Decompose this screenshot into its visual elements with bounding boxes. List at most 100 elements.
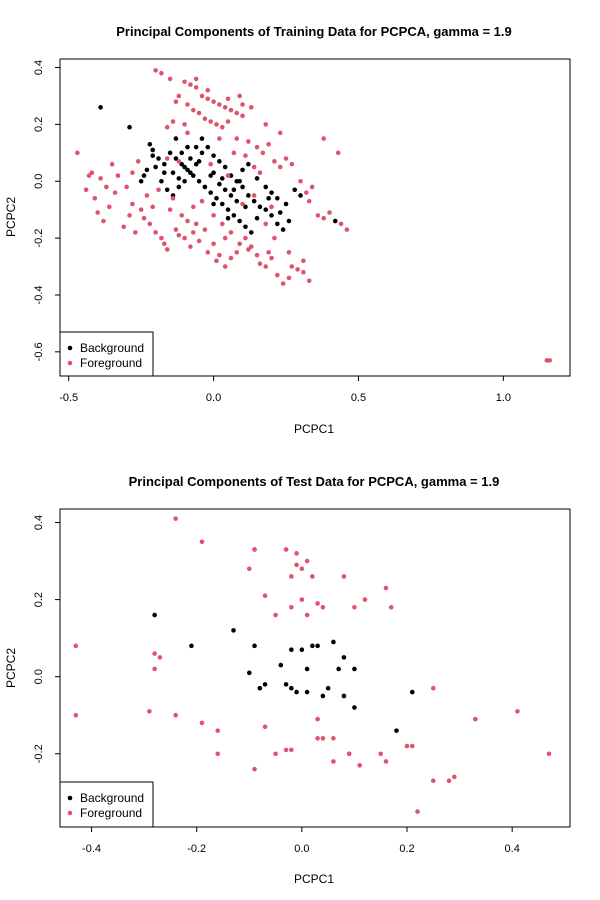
point-foreground — [112, 190, 118, 195]
point-background — [352, 705, 357, 710]
point-foreground — [315, 213, 321, 218]
point-foreground — [237, 93, 242, 99]
point-foreground — [150, 204, 156, 210]
x-tick-label: -0.2 — [187, 843, 206, 855]
point-background — [231, 628, 236, 633]
point-foreground — [251, 193, 257, 198]
point-foreground — [188, 82, 193, 87]
point-foreground — [234, 110, 240, 116]
y-tick-label: -0.6 — [33, 342, 45, 361]
point-foreground — [214, 258, 219, 264]
axis-ticks: -0.5 0.0 0.5 1.0 -0.6 -0.4 -0.2 0.0 0.2 0.4 — [33, 60, 511, 404]
point-foreground — [225, 173, 231, 178]
point-foreground — [193, 76, 199, 82]
point-foreground — [283, 747, 289, 753]
point-background — [237, 178, 242, 184]
point-background — [188, 170, 193, 176]
point-background — [269, 213, 274, 218]
point-foreground — [430, 685, 436, 691]
point-foreground — [153, 68, 158, 73]
point-background — [222, 164, 228, 170]
point-foreground — [251, 164, 257, 170]
point-foreground — [104, 184, 109, 190]
point-foreground — [98, 176, 103, 181]
point-background — [199, 136, 205, 141]
point-background — [202, 184, 208, 190]
point-foreground — [167, 207, 173, 212]
point-foreground — [170, 119, 176, 124]
point-background — [251, 198, 257, 204]
point-foreground — [182, 79, 187, 85]
point-foreground — [101, 218, 106, 224]
point-background — [162, 161, 167, 167]
point-foreground — [263, 264, 269, 269]
point-background — [217, 159, 222, 164]
point-foreground — [331, 759, 336, 764]
point-background — [315, 643, 320, 649]
point-foreground — [193, 85, 199, 90]
legend-marker-foreground — [67, 810, 73, 816]
point-foreground — [115, 173, 121, 178]
point-foreground — [346, 751, 352, 757]
point-foreground — [211, 241, 216, 247]
point-background — [243, 204, 248, 210]
point-foreground — [352, 604, 357, 610]
point-background — [280, 227, 286, 232]
point-background — [254, 176, 260, 181]
point-foreground — [106, 204, 112, 210]
point-foreground — [304, 612, 310, 618]
point-background — [138, 178, 144, 184]
point-foreground — [257, 261, 263, 266]
point-background — [208, 173, 213, 178]
point-foreground — [182, 235, 187, 241]
point-background — [173, 136, 179, 141]
point-background — [269, 190, 274, 195]
point-foreground — [266, 250, 271, 255]
y-tick-label: 0.0 — [33, 174, 45, 189]
point-foreground — [272, 159, 277, 164]
point-foreground — [362, 597, 368, 602]
point-foreground — [341, 574, 347, 579]
point-background — [98, 105, 103, 110]
point-foreground — [320, 604, 326, 610]
point-background — [266, 196, 271, 201]
x-tick-label: 0.2 — [399, 843, 414, 855]
point-foreground — [159, 70, 164, 76]
point-background — [262, 682, 268, 687]
point-background — [219, 201, 225, 207]
point-foreground — [211, 99, 216, 104]
point-background — [283, 201, 289, 207]
point-background — [167, 150, 173, 156]
point-background — [188, 156, 193, 161]
point-foreground — [190, 204, 196, 210]
point-foreground — [383, 585, 389, 591]
point-background — [331, 639, 336, 645]
point-foreground — [298, 178, 303, 184]
point-foreground — [173, 99, 179, 104]
point-foreground — [289, 161, 295, 167]
point-foreground — [138, 207, 144, 212]
point-foreground — [185, 218, 190, 224]
point-foreground — [205, 96, 211, 102]
point-background — [217, 181, 222, 187]
point-foreground — [388, 604, 394, 610]
y-tick-label: -0.2 — [33, 229, 45, 248]
x-tick-label: 1.0 — [496, 392, 511, 404]
point-foreground — [86, 173, 92, 178]
point-foreground — [170, 196, 176, 201]
point-foreground — [473, 716, 478, 722]
point-foreground — [289, 747, 294, 753]
point-foreground — [95, 210, 100, 215]
point-foreground — [127, 213, 132, 218]
point-foreground — [301, 269, 306, 275]
point-background — [263, 184, 269, 190]
point-background — [254, 215, 260, 221]
point-foreground — [515, 709, 520, 714]
point-foreground — [262, 724, 268, 730]
point-foreground — [156, 187, 161, 193]
point-foreground — [321, 136, 326, 141]
point-background — [332, 218, 338, 224]
point-background — [196, 178, 202, 184]
point-foreground — [217, 136, 222, 141]
